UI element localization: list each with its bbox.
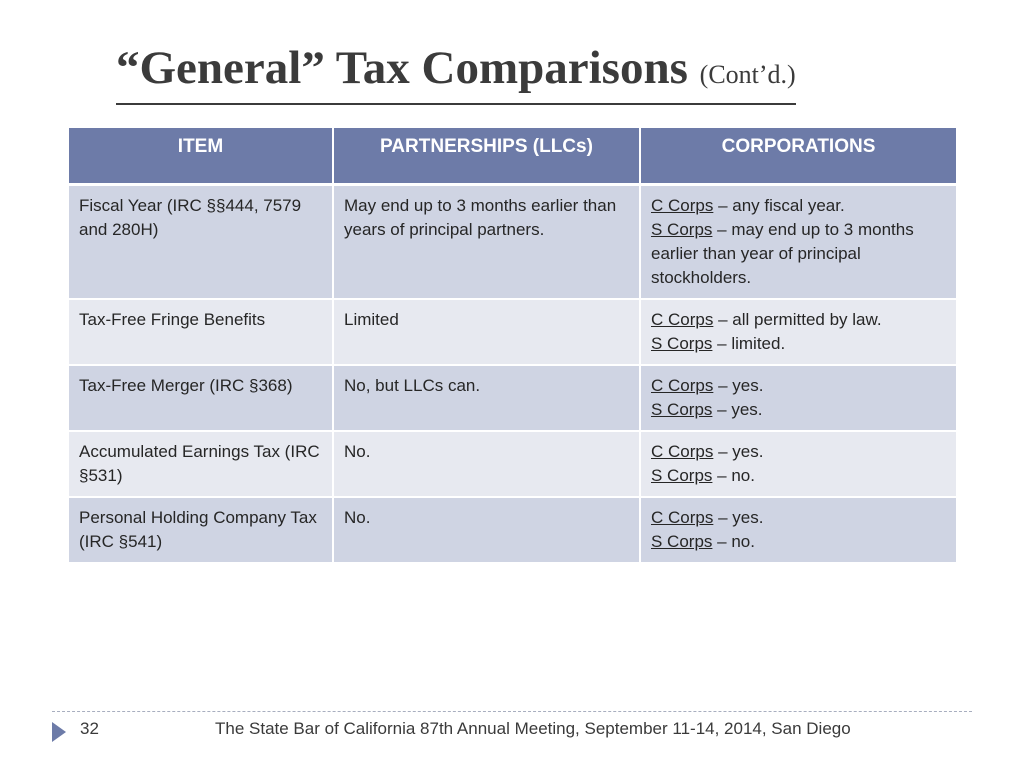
- c-corps-text: – any fiscal year.: [713, 195, 845, 215]
- table-row: Accumulated Earnings Tax (IRC §531) No. …: [69, 430, 956, 498]
- table-row: Tax-Free Merger (IRC §368) No, but LLCs …: [69, 364, 956, 432]
- slide-title: “General” Tax Comparisons (Cont’d.): [116, 40, 796, 105]
- s-corps-text: – no.: [712, 531, 755, 551]
- table-row: Fiscal Year (IRC §§444, 7579 and 280H) M…: [69, 184, 956, 300]
- title-main: “General” Tax Comparisons: [116, 42, 688, 94]
- c-corps-text: – yes.: [713, 507, 764, 527]
- table-row: Personal Holding Company Tax (IRC §541) …: [69, 496, 956, 564]
- cell-corporations: C Corps – any fiscal year. S Corps – may …: [640, 184, 956, 300]
- cell-corporations: C Corps – yes. S Corps – yes.: [640, 364, 956, 432]
- cell-corporations: C Corps – yes. S Corps – no.: [640, 496, 956, 564]
- cell-partnerships: Limited: [333, 298, 641, 366]
- s-corps-text: – limited.: [712, 333, 786, 353]
- header-item: ITEM: [69, 128, 334, 186]
- c-corps-text: – yes.: [713, 441, 764, 461]
- s-corps-label: S Corps: [651, 399, 713, 419]
- c-corps-label: C Corps: [651, 507, 714, 527]
- page-number: 32: [80, 719, 99, 738]
- cell-item: Personal Holding Company Tax (IRC §541): [69, 496, 334, 564]
- cell-corporations: C Corps – yes. S Corps – no.: [640, 430, 956, 498]
- s-corps-label: S Corps: [651, 465, 713, 485]
- s-corps-label: S Corps: [651, 219, 713, 239]
- title-subtitle: (Cont’d.): [699, 60, 796, 89]
- cell-partnerships: No, but LLCs can.: [333, 364, 641, 432]
- header-corporations: CORPORATIONS: [640, 128, 956, 186]
- table-header-row: ITEM PARTNERSHIPS (LLCs) CORPORATIONS: [69, 128, 956, 186]
- c-corps-text: – all permitted by law.: [713, 309, 882, 329]
- s-corps-label: S Corps: [651, 333, 713, 353]
- table-row: Tax-Free Fringe Benefits Limited C Corps…: [69, 298, 956, 366]
- s-corps-text: – no.: [712, 465, 755, 485]
- header-partnerships: PARTNERSHIPS (LLCs): [333, 128, 641, 186]
- cell-partnerships: No.: [333, 430, 641, 498]
- cell-item: Accumulated Earnings Tax (IRC §531): [69, 430, 334, 498]
- s-corps-text: – yes.: [712, 399, 763, 419]
- comparison-table: ITEM PARTNERSHIPS (LLCs) CORPORATIONS Fi…: [69, 128, 956, 564]
- cell-partnerships: No.: [333, 496, 641, 564]
- c-corps-label: C Corps: [651, 309, 714, 329]
- cell-partnerships: May end up to 3 months earlier than year…: [333, 184, 641, 300]
- footer-divider: [52, 711, 972, 712]
- cell-item: Fiscal Year (IRC §§444, 7579 and 280H): [69, 184, 334, 300]
- cell-corporations: C Corps – all permitted by law. S Corps –…: [640, 298, 956, 366]
- cell-item: Tax-Free Fringe Benefits: [69, 298, 334, 366]
- cell-item: Tax-Free Merger (IRC §368): [69, 364, 334, 432]
- c-corps-label: C Corps: [651, 441, 714, 461]
- c-corps-label: C Corps: [651, 375, 714, 395]
- s-corps-label: S Corps: [651, 531, 713, 551]
- footer-text: The State Bar of California 87th Annual …: [215, 719, 851, 738]
- s-corps-text: – may end up to 3 months earlier than ye…: [651, 219, 914, 287]
- c-corps-label: C Corps: [651, 195, 714, 215]
- c-corps-text: – yes.: [713, 375, 764, 395]
- triangle-right-icon: [52, 722, 66, 742]
